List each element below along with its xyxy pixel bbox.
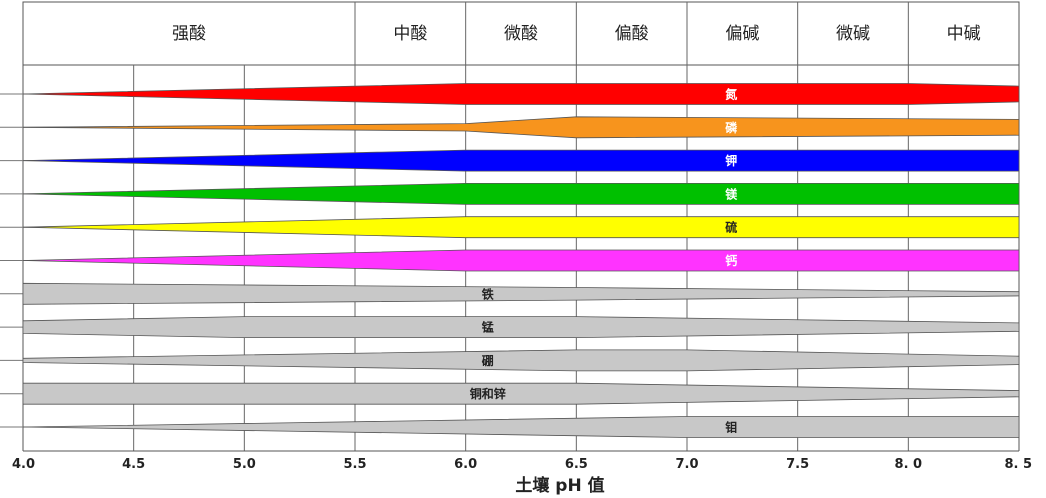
nutrient-band-1: 氮 [0, 83, 1020, 105]
band-label: 镁 [725, 186, 738, 201]
band-shape [22, 216, 1020, 239]
x-tick-label: 4.0 [12, 457, 35, 472]
band-shape [22, 382, 1020, 405]
zone-label: 微酸 [504, 24, 538, 44]
zone-label: 中碱 [947, 24, 981, 44]
band-shape [22, 416, 1020, 438]
zone-label: 强酸 [172, 24, 206, 44]
x-tick-label: 7.5 [786, 457, 809, 472]
zone-header-frame [22, 1, 1020, 66]
band-shape [22, 316, 1020, 339]
ph-zone-header: 强酸 中酸 微酸 偏酸 偏碱 微碱 中碱 [22, 1, 1020, 451]
nutrient-band-4: 镁 [0, 182, 1020, 205]
band-shape [22, 249, 1020, 272]
x-tick-label: 8. 5 [1004, 457, 1032, 472]
nutrient-band-6: 钙 [0, 249, 1020, 272]
nutrient-band-5: 硫 [0, 216, 1020, 239]
nutrient-band-10: 铜和锌 [0, 382, 1020, 405]
band-label: 氮 [725, 87, 737, 102]
nutrient-band-8: 锰 [0, 316, 1020, 339]
x-tick-label: 6.0 [454, 457, 477, 472]
band-shape [22, 116, 1020, 139]
x-tick-label: 8. 0 [895, 457, 923, 472]
band-label: 磷 [725, 120, 738, 135]
x-tick-label: 5.0 [233, 457, 256, 472]
band-shape [22, 182, 1020, 205]
zone-label: 中酸 [393, 24, 427, 44]
x-tick-label: 5.5 [343, 457, 366, 472]
nutrient-band-3: 钾 [0, 149, 1020, 172]
nutrient-band-9: 硼 [0, 349, 1020, 372]
band-label: 钼 [725, 420, 737, 435]
x-axis-title: 土壤 pH 值 [515, 475, 604, 496]
zone-label: 微碱 [836, 24, 870, 44]
band-shape [22, 282, 1020, 305]
nutrient-band-7: 铁 [0, 282, 1020, 305]
band-label: 硫 [725, 220, 737, 235]
band-shape [22, 349, 1020, 372]
band-label: 锰 [482, 320, 494, 335]
x-tick-label: 7.0 [675, 457, 698, 472]
x-tick-label: 4.5 [122, 457, 145, 472]
band-shape [22, 149, 1020, 172]
band-label: 铜和锌 [470, 386, 506, 401]
zone-label: 偏酸 [615, 24, 649, 44]
band-label: 钾 [725, 153, 737, 168]
zone-label: 偏碱 [725, 24, 759, 44]
x-tick-label: 6.5 [565, 457, 588, 472]
band-label: 硼 [482, 353, 494, 368]
x-axis: 4.0 4.5 5.0 5.5 6.0 6.5 7.0 7.5 8. 0 8. 5 [12, 450, 1032, 472]
band-label: 铁 [482, 286, 494, 301]
band-label: 钙 [725, 253, 737, 268]
nutrient-band-2: 磷 [0, 116, 1020, 139]
band-shape [22, 83, 1020, 105]
nutrient-band-11: 钼 [0, 416, 1020, 438]
